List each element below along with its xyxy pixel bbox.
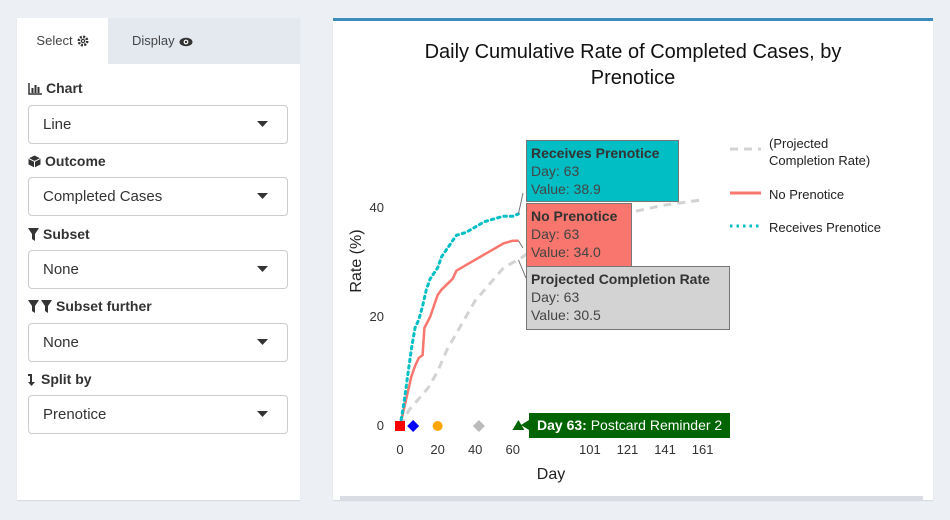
series-line [398, 212, 520, 428]
x-tick-label: 141 [654, 442, 676, 457]
x-tick-label: 0 [396, 442, 403, 457]
tab-bar: Select Display [17, 18, 300, 64]
x-axis-title: Day [537, 466, 565, 483]
label-text: Subset further [56, 298, 152, 314]
x-tick-label: 121 [617, 442, 639, 457]
select-value: Prenotice [43, 406, 107, 423]
chart-select[interactable]: Line [28, 105, 288, 144]
select-value: Completed Cases [43, 188, 163, 205]
x-tick-label: 60 [506, 442, 520, 457]
scroll-strip [340, 496, 923, 500]
tooltip-title: Receives Prenotice [531, 145, 660, 161]
tooltip-pointer [517, 259, 527, 279]
select-value: None [43, 261, 79, 278]
tab-select[interactable]: Select [17, 18, 108, 64]
tooltip-day: Day: 63 [531, 226, 580, 242]
subset-further-select[interactable]: None [28, 323, 288, 362]
x-tick-label: 161 [692, 442, 714, 457]
tooltip: No Prenotice Day: 63 Value: 34.0 [526, 203, 632, 267]
event-marker [432, 421, 443, 431]
label-text: Split by [41, 371, 92, 387]
event-annotation: Day 63: Postcard Reminder 2 [520, 413, 731, 438]
select-value: None [43, 334, 79, 351]
tooltip-pointer [517, 192, 524, 215]
label-text: Subset [43, 226, 90, 242]
tooltip: Projected Completion Rate Day: 63 Value: 3… [526, 266, 730, 330]
chart: 0 20 40 0 20 40 60 101 121 141 161 Day Rate (%) [348, 147, 761, 483]
control-label: Chart [28, 80, 83, 96]
control-label: Split by [28, 371, 92, 387]
chart-title: Daily Cumulative Rate of Completed Cases… [424, 41, 842, 89]
tab-display[interactable]: Display [132, 18, 193, 64]
control-label: Subset [28, 226, 90, 242]
x-tick-label: 40 [468, 442, 482, 457]
annotation-text: Postcard Reminder 2 [586, 417, 723, 433]
y-tick-label: 20 [370, 309, 384, 324]
legend-label[interactable]: No Prenotice [769, 187, 845, 202]
tab-label: Display [132, 33, 175, 48]
annotation-bold: Day 63: [537, 417, 587, 433]
tooltip-value: Value: 34.0 [531, 244, 601, 260]
tooltip-title: Projected Completion Rate [531, 271, 710, 287]
tab-label: Select [36, 33, 73, 48]
control-label: Outcome [28, 153, 106, 169]
tooltip: Receives Prenotice Day: 63 Value: 38.9 [526, 140, 679, 202]
x-tick-label: 20 [430, 442, 444, 457]
y-tick-label: 40 [370, 200, 384, 215]
tooltip-day: Day: 63 [531, 289, 580, 305]
series-line [398, 239, 519, 427]
outcome-select[interactable]: Completed Cases [28, 177, 288, 216]
tooltip-pointer [518, 240, 524, 249]
tooltip-title: No Prenotice [531, 208, 618, 224]
control-label: Subset further [28, 298, 152, 314]
label-text: Outcome [45, 153, 106, 169]
event-marker [472, 420, 485, 432]
select-value: Line [43, 116, 72, 133]
legend-label[interactable]: Receives Prenotice [769, 220, 881, 235]
label-text: Chart [46, 80, 83, 96]
chart-panel: 0 20 40 0 20 40 60 101 121 141 161 Day Rate (%) Dail… [333, 18, 933, 500]
tooltip-day: Day: 63 [531, 163, 580, 179]
split-by-select[interactable]: Prenotice [28, 395, 288, 434]
subset-select[interactable]: None [28, 250, 288, 289]
x-tick-label: 101 [579, 442, 601, 457]
sidebar: Select Display Chart Line Outcome Comple… [17, 18, 300, 500]
tooltip-value: Value: 30.5 [531, 307, 601, 323]
tooltip-value: Value: 38.9 [531, 181, 601, 197]
event-marker [407, 420, 420, 432]
y-axis-title: Rate (%) [348, 229, 365, 292]
y-tick-label: 0 [377, 418, 384, 433]
legend-label[interactable]: (Projected Completion Rate) [769, 136, 871, 168]
gear-icon [77, 35, 89, 47]
eye-icon [179, 37, 193, 47]
event-marker [394, 421, 405, 431]
